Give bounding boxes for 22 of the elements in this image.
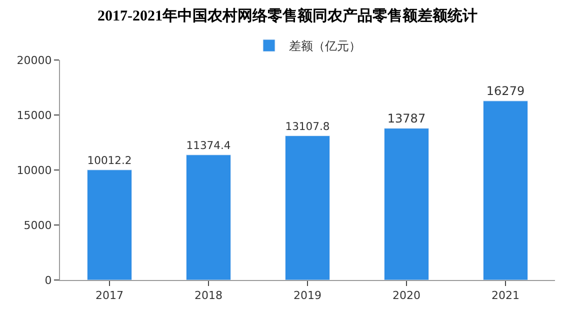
x-tick-label: 2018 bbox=[194, 289, 222, 302]
x-tick-label: 2020 bbox=[392, 289, 420, 302]
data-label: 10012.2 bbox=[87, 154, 132, 168]
bar bbox=[384, 128, 430, 280]
x-tick-label: 2019 bbox=[294, 289, 322, 302]
data-label: 11374.4 bbox=[186, 139, 231, 152]
data-label: 13107.8 bbox=[285, 120, 330, 134]
x-tick-label: 2017 bbox=[96, 289, 124, 302]
chart-title: 2017-2021年中国农村网络零售额同农产品零售额差额统计 bbox=[98, 6, 478, 24]
y-tick-label: 15000 bbox=[16, 108, 52, 122]
bar bbox=[186, 154, 232, 280]
bar bbox=[284, 136, 330, 280]
y-tick-label: 10000 bbox=[16, 164, 52, 177]
bar bbox=[482, 100, 528, 280]
x-tick-label: 2021 bbox=[492, 289, 520, 302]
y-tick-label: 20000 bbox=[16, 54, 52, 67]
bar bbox=[86, 170, 132, 280]
legend-label: 差额（亿元） bbox=[289, 39, 361, 54]
data-label: 13787 bbox=[387, 111, 426, 126]
data-label: 16279 bbox=[486, 84, 525, 98]
y-tick-label: 0 bbox=[44, 274, 52, 287]
y-tick-label: 5000 bbox=[24, 218, 52, 232]
